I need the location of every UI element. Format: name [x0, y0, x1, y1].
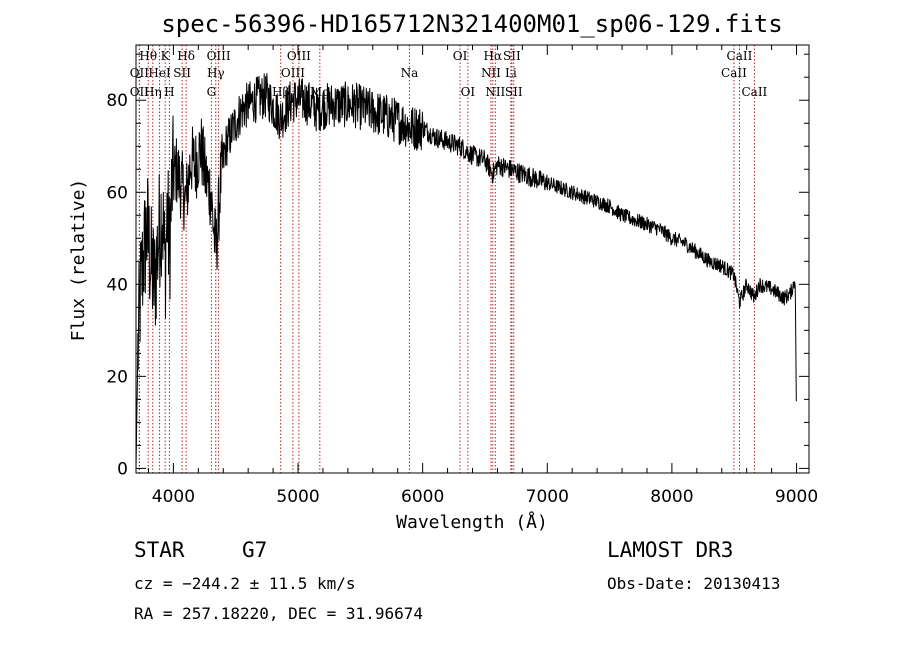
- x-tick-label: 9000: [775, 487, 818, 507]
- spectrum-layer: [135, 73, 797, 469]
- y-tick-label: 40: [106, 275, 128, 295]
- y-tick-label: 80: [106, 91, 128, 111]
- spectral-line-label: OII: [130, 85, 150, 99]
- y-axis: 0 20 40 60 80: [106, 53, 809, 479]
- spectral-line-label: CaII: [741, 85, 767, 99]
- chart-title: spec-56396-HD165712N321400M01_sp06-129.f…: [161, 10, 782, 38]
- x-tick-label: 8000: [650, 487, 693, 507]
- spectral-line-label: Na: [401, 66, 419, 80]
- x-axis-title: Wavelength (Å): [396, 511, 548, 533]
- spectral-line-label: G: [207, 85, 217, 99]
- sky-coordinates: RA = 257.18220, DEC = 31.96674: [134, 604, 423, 623]
- spectral-line-label: NII: [481, 66, 501, 80]
- y-tick-label: 60: [106, 183, 128, 203]
- spectral-line-label: NII: [485, 85, 505, 99]
- spectral-line-label: Hα: [484, 49, 503, 63]
- spectral-line-label: CaII: [727, 49, 753, 63]
- object-subclass: G7: [242, 538, 267, 562]
- spectral-line-label: SII: [505, 85, 523, 99]
- spectral-line-label: Li: [505, 66, 517, 80]
- x-axis: 4000 5000 6000 7000 8000 9000: [147, 45, 818, 507]
- spectral-line-label: Hγ: [207, 66, 225, 80]
- spectral-line-label: Hδ: [177, 49, 195, 63]
- spectral-line-label: OIII: [281, 66, 305, 80]
- spectral-line-label: Hθ: [139, 49, 157, 63]
- y-tick-label: 20: [106, 367, 128, 387]
- x-tick-label: 5000: [276, 487, 319, 507]
- redshift-velocity: cz = −244.2 ± 11.5 km/s: [134, 574, 356, 593]
- spectral-line-label: SII: [173, 66, 191, 80]
- x-tick-label: 6000: [401, 487, 444, 507]
- spectral-lines-layer: OIIOIIHθHηHeIKHSIIHδGHγOIIIHβOIIIOIIIMgN…: [130, 45, 768, 473]
- spectral-line-label: K: [161, 49, 171, 63]
- spectral-line-label: OI: [461, 85, 476, 99]
- object-class: STAR: [134, 538, 185, 562]
- spectral-line-label: Hη: [144, 85, 162, 99]
- spectrum-trace: [135, 73, 797, 469]
- x-tick-label: 7000: [526, 487, 569, 507]
- spectral-line-label: HeI: [148, 66, 171, 80]
- spectral-line-label: CaII: [721, 66, 747, 80]
- y-tick-label: 0: [117, 459, 128, 479]
- spectral-line-label: OIII: [207, 49, 231, 63]
- y-axis-title: Flux (relative): [68, 179, 89, 342]
- spectral-line-label: OI: [453, 49, 468, 63]
- x-tick-label: 4000: [152, 487, 195, 507]
- spectral-line-label: SII: [503, 49, 521, 63]
- spectral-line-label: H: [164, 85, 174, 99]
- observation-date: Obs-Date: 20130413: [607, 574, 780, 593]
- survey-name: LAMOST DR3: [607, 538, 733, 562]
- spectral-line-label: OIII: [287, 49, 311, 63]
